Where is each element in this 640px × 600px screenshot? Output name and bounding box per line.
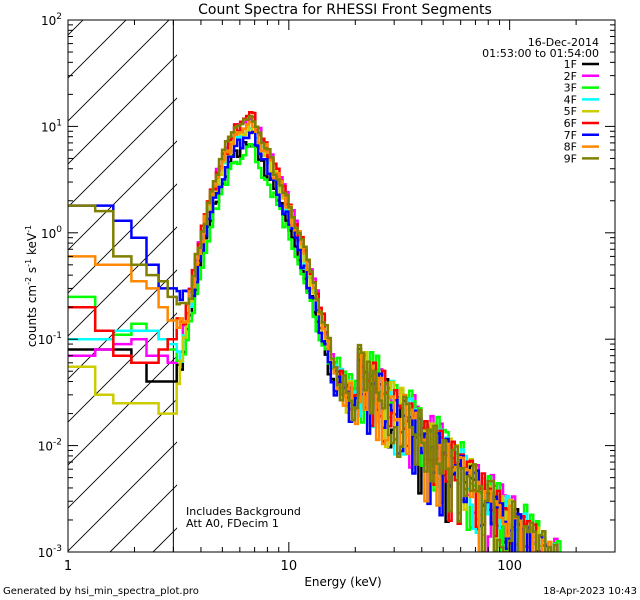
note-includes-background: Includes Background <box>186 505 301 518</box>
series-line-7F <box>68 130 550 552</box>
hatch-line <box>68 54 177 165</box>
chart-title: Count Spectra for RHESSI Front Segments <box>198 2 492 18</box>
hatch-line <box>68 269 177 380</box>
y-axis-label: counts cm-2 s-1 keV-1 <box>24 225 39 347</box>
hatch-line <box>68 20 170 122</box>
hatch-line <box>68 398 177 509</box>
legend-label-2F: 2F <box>564 70 577 83</box>
y-tick-label-1e-2: 10-2 <box>38 438 62 454</box>
series-line-3F <box>68 143 562 552</box>
series-line-6F <box>68 111 538 552</box>
observation-date: 16-Dec-2014 <box>528 36 599 49</box>
observation-time-range: 01:53:00 to 01:54:00 <box>482 47 599 60</box>
series-line-5F <box>68 119 544 552</box>
legend-label-6F: 6F <box>564 117 577 130</box>
excluded-energy-hatch <box>68 20 177 552</box>
footer-generated-by: Generated by hsi_min_spectra_plot.pro <box>3 586 199 597</box>
series-line-2F <box>68 115 559 552</box>
series-group <box>68 111 562 552</box>
hatch-line <box>68 140 177 251</box>
y-tick-label-1e1: 101 <box>41 118 62 134</box>
hatch-line <box>68 355 177 466</box>
x-axis-label: Energy (keV) <box>304 575 381 589</box>
legend-label-7F: 7F <box>564 129 577 142</box>
legend-label-4F: 4F <box>564 93 577 106</box>
axis-ticks <box>67 19 616 553</box>
series-line-9F <box>68 115 559 552</box>
legend-label-3F: 3F <box>564 82 577 95</box>
y-tick-label-1e2: 102 <box>41 12 62 28</box>
hatch-line <box>68 226 177 337</box>
x-tick-label-10: 10 <box>281 559 298 574</box>
x-tick-label-1: 1 <box>64 559 72 574</box>
hatch-line <box>68 97 177 208</box>
hatch-line <box>68 441 177 552</box>
y-tick-label-1e-1: 10-1 <box>38 331 62 347</box>
hatch-line <box>68 20 84 36</box>
note-attenuator-state: Att A0, FDecim 1 <box>186 517 279 530</box>
hatch-line <box>68 183 177 294</box>
legend-label-8F: 8F <box>564 141 577 154</box>
x-tick-label-100: 100 <box>497 559 522 574</box>
footer-timestamp: 18-Apr-2023 10:43 <box>543 586 637 597</box>
legend-label-5F: 5F <box>564 105 577 118</box>
series-line-1F <box>68 140 547 552</box>
legend-label-9F: 9F <box>564 152 577 165</box>
hatch-line <box>109 484 177 552</box>
series-line-4F <box>68 120 556 552</box>
y-tick-label-1e0: 100 <box>41 225 62 241</box>
legend-label-1F: 1F <box>564 58 577 71</box>
y-tick-label-1e-3: 10-3 <box>38 544 62 560</box>
plot-frame <box>67 19 616 553</box>
